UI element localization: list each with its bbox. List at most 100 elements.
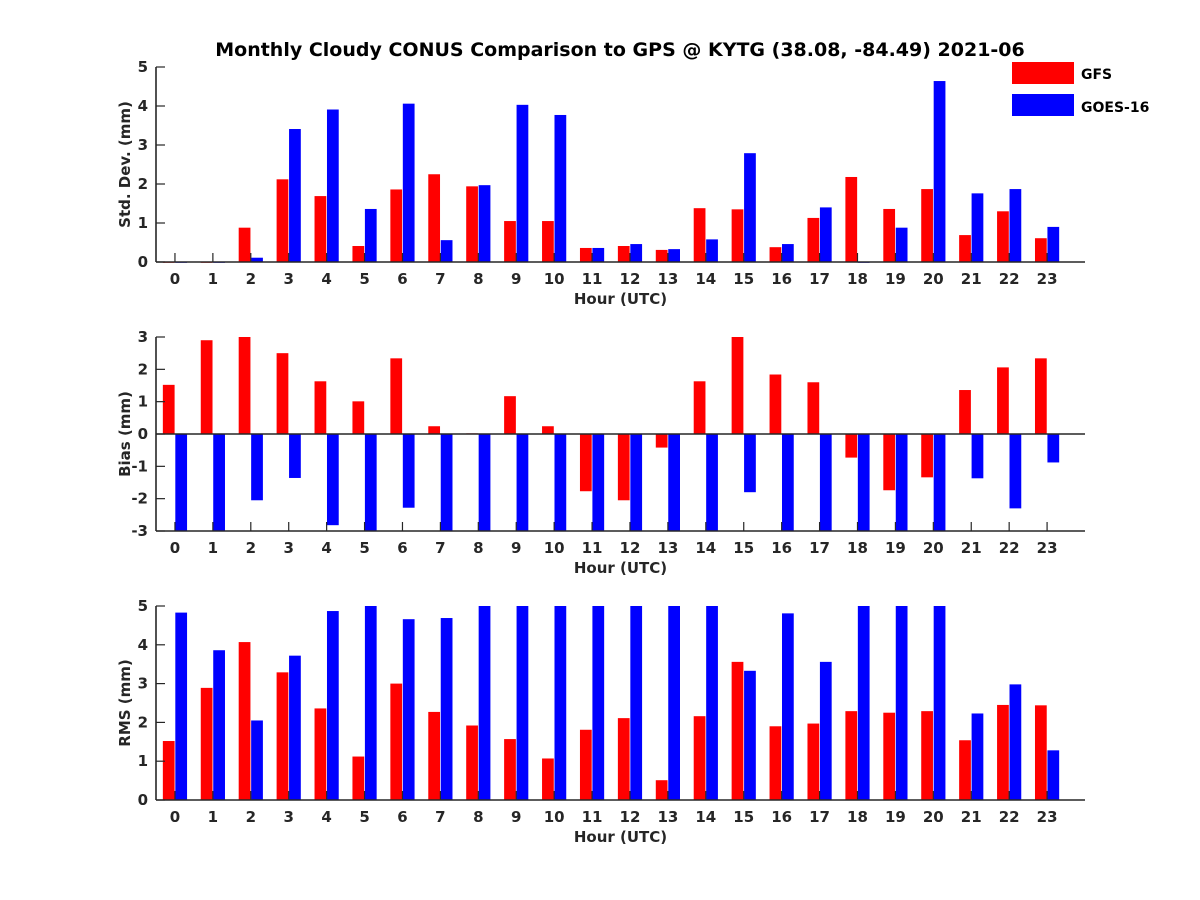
std-bar-goes-19 [895,227,908,262]
rms-bar-goes-12 [630,606,643,800]
rms-xtick-label: 5 [359,808,369,826]
bias-xtick-label: 5 [359,539,369,557]
bias-bar-gfs-1 [200,340,213,434]
rms-bar-goes-23 [1047,750,1060,800]
rms-bar-gfs-4 [314,708,327,800]
bias-bar-gfs-19 [883,434,896,491]
rms-bar-gfs-8 [466,725,478,800]
bias-bar-goes-16 [782,434,794,531]
std-bar-goes-22 [1009,189,1022,262]
std-bar-gfs-22 [997,211,1009,262]
std-ytick-label: 1 [138,214,148,232]
std-xtick-label: 22 [999,270,1020,288]
bias-x-axis-label: Hour (UTC) [574,559,667,577]
rms-bar-goes-16 [782,613,794,800]
rms-ytick-label: 4 [138,636,148,654]
rms-xtick-label: 1 [208,808,218,826]
chart-title: Monthly Cloudy CONUS Comparison to GPS @… [215,39,1025,61]
bias-bar-gfs-17 [807,382,820,434]
bias-bar-goes-9 [516,434,529,531]
std-xtick-label: 10 [544,270,565,288]
rms-xtick-label: 7 [435,808,445,826]
rms-bar-gfs-13 [655,780,668,800]
rms-bar-gfs-1 [200,687,213,800]
rms-x-axis-label: Hour (UTC) [574,828,667,846]
rms-xtick-label: 9 [511,808,521,826]
rms-bar-goes-10 [554,606,567,800]
rms-bar-goes-3 [289,655,301,800]
rms-xtick-label: 8 [473,808,483,826]
rms-bar-goes-18 [857,606,870,800]
std-xtick-label: 8 [473,270,483,288]
bias-bar-gfs-23 [1034,358,1047,434]
std-xtick-label: 9 [511,270,521,288]
std-ytick-label: 0 [138,253,148,271]
bias-bar-goes-20 [933,434,946,531]
bias-ytick-label: -3 [131,522,148,540]
rms-xtick-label: 10 [544,808,565,826]
std-bar-gfs-18 [845,176,858,262]
bias-bar-goes-13 [668,434,680,531]
rms-xtick-label: 11 [582,808,603,826]
std-bar-gfs-5 [352,246,365,262]
rms-bar-goes-21 [971,713,984,800]
rms-bar-goes-19 [895,606,908,800]
rms-bar-gfs-20 [921,711,933,800]
rms-xtick-label: 0 [170,808,180,826]
std-xtick-label: 19 [885,270,906,288]
bias-bar-goes-10 [554,434,567,531]
rms-bar-gfs-14 [693,716,706,800]
bias-bar-gfs-3 [276,353,289,434]
std-bar-gfs-17 [807,217,820,262]
std-bar-gfs-21 [959,235,971,262]
bias-xtick-label: 15 [733,539,754,557]
std-bar-goes-17 [819,207,832,262]
bias-xtick-label: 6 [397,539,407,557]
rms-xtick-label: 18 [847,808,868,826]
rms-bar-gfs-0 [162,741,175,800]
std-bar-goes-5 [364,208,377,262]
rms-bar-gfs-12 [617,718,630,800]
rms-xtick-label: 6 [397,808,407,826]
bias-ytick-label: 0 [138,425,148,443]
std-bar-goes-14 [706,239,718,262]
std-bar-gfs-23 [1034,238,1047,262]
bias-xtick-label: 8 [473,539,483,557]
bias-xtick-label: 9 [511,539,521,557]
rms-bar-goes-2 [251,720,263,800]
rms-bar-goes-14 [706,606,718,800]
rms-bar-goes-7 [440,618,453,800]
bias-bar-goes-4 [326,434,339,526]
rms-xtick-label: 4 [321,808,331,826]
bias-bar-goes-23 [1047,434,1060,463]
rms-xtick-label: 19 [885,808,906,826]
std-bar-goes-9 [516,104,529,262]
std-ytick-label: 2 [138,175,148,193]
std-xtick-label: 5 [359,270,369,288]
rms-bar-gfs-2 [238,642,251,800]
legend-swatch-gfs [1012,62,1074,84]
rms-y-axis-label: RMS (mm) [116,659,134,746]
std-bar-goes-23 [1047,226,1060,262]
std-xtick-label: 17 [809,270,830,288]
rms-bar-gfs-6 [390,683,403,800]
bias-y-axis-label: Bias (mm) [116,391,134,477]
bias-xtick-label: 1 [208,539,218,557]
bias-xtick-label: 22 [999,539,1020,557]
bias-bar-gfs-20 [921,434,933,478]
std-bar-gfs-9 [504,221,516,262]
std-xtick-label: 13 [657,270,678,288]
bias-xtick-label: 19 [885,539,906,557]
std-bar-goes-8 [478,185,491,262]
std-xtick-label: 18 [847,270,868,288]
rms-bar-goes-9 [516,606,529,800]
std-bar-gfs-12 [617,246,630,262]
legend-label-goes: GOES-16 [1081,100,1149,116]
bias-bar-goes-18 [857,434,870,531]
rms-ytick-label: 1 [138,752,148,770]
rms-ytick-label: 2 [138,713,148,731]
bias-ytick-label: -2 [131,490,148,508]
bias-bar-gfs-18 [845,434,858,458]
